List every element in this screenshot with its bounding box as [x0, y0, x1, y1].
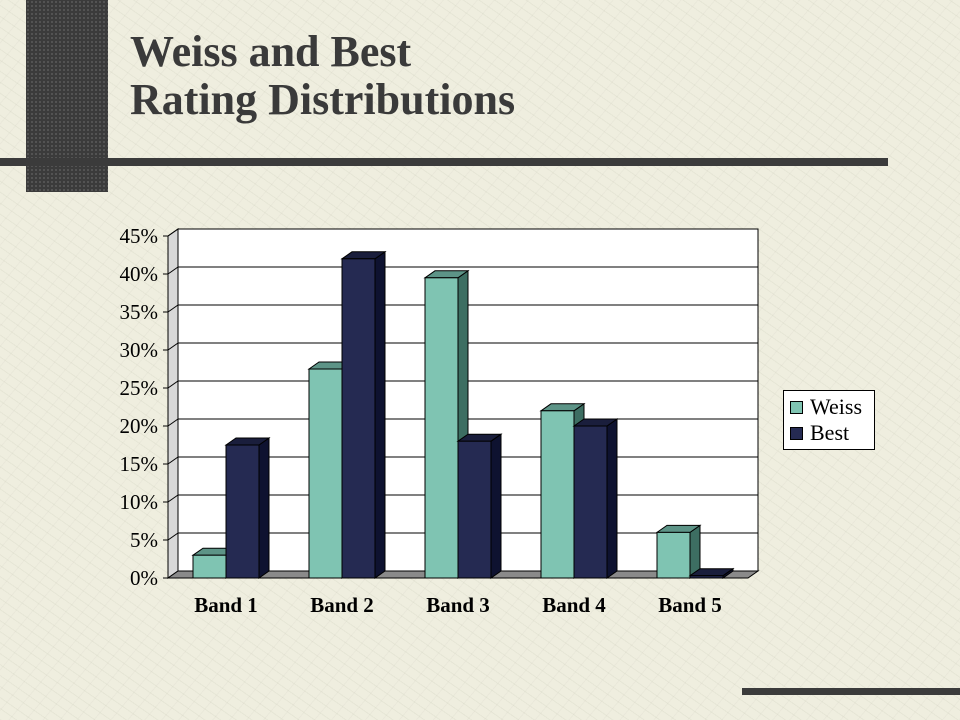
y-tick-label: 30% [120, 338, 159, 362]
title-divider-rule [0, 158, 888, 166]
bar-weiss-band-1 [192, 554, 227, 579]
bar-weiss-band-3 [424, 277, 459, 579]
bar-side-best-band-4 [606, 418, 618, 579]
slide-title-line-2: Rating Distributions [130, 75, 516, 124]
y-tick-label: 15% [120, 452, 159, 476]
y-tick-label: 45% [120, 224, 159, 248]
chart-legend: Weiss Best [783, 390, 875, 450]
bar-side-best-band-3 [490, 433, 502, 579]
slide-title: Weiss and Best Rating Distributions [130, 28, 515, 124]
bottom-divider-rule [742, 688, 960, 695]
y-tick-label: 10% [120, 490, 159, 514]
legend-item-weiss: Weiss [790, 394, 868, 420]
bar-weiss-band-2 [308, 368, 343, 579]
bar-side-best-band-2 [374, 250, 386, 579]
x-tick-label: Band 5 [658, 593, 722, 617]
legend-swatch-best [790, 426, 803, 440]
y-tick-label: 5% [130, 528, 158, 552]
y-tick-label: 25% [120, 376, 159, 400]
x-tick-label: Band 1 [194, 593, 258, 617]
y-tick-label: 35% [120, 300, 159, 324]
x-tick-label: Band 4 [542, 593, 606, 617]
bar-best-band-3 [457, 440, 492, 579]
bar-best-band-5 [689, 575, 724, 579]
gridline-side [167, 304, 179, 313]
x-tick-label: Band 3 [426, 593, 490, 617]
bar-side-best-band-1 [258, 437, 270, 579]
legend-label-best: Best [810, 420, 850, 445]
bar-best-band-1 [225, 444, 260, 579]
gridline-side [167, 494, 179, 503]
legend-label-weiss: Weiss [810, 394, 863, 419]
bar-best-band-4 [573, 425, 608, 579]
slide-title-line-1: Weiss and Best [130, 27, 412, 76]
bar-best-band-2 [341, 258, 376, 579]
gridline-side [167, 418, 179, 427]
gridline-side [167, 342, 179, 351]
y-tick-label: 20% [120, 414, 159, 438]
x-tick-label: Band 2 [310, 593, 374, 617]
legend-swatch-weiss [790, 400, 803, 414]
y-tick-label: 40% [120, 262, 159, 286]
bar-weiss-band-5 [656, 531, 691, 579]
gridline-side [167, 380, 179, 389]
gridline-side [167, 228, 179, 237]
plot-side-wall [167, 228, 179, 579]
gridline-side [167, 456, 179, 465]
gridline-side [167, 532, 179, 541]
legend-item-best: Best [790, 420, 868, 446]
gridline-side [167, 266, 179, 275]
y-tick-label: 0% [130, 566, 158, 590]
bar-weiss-band-4 [540, 410, 575, 579]
